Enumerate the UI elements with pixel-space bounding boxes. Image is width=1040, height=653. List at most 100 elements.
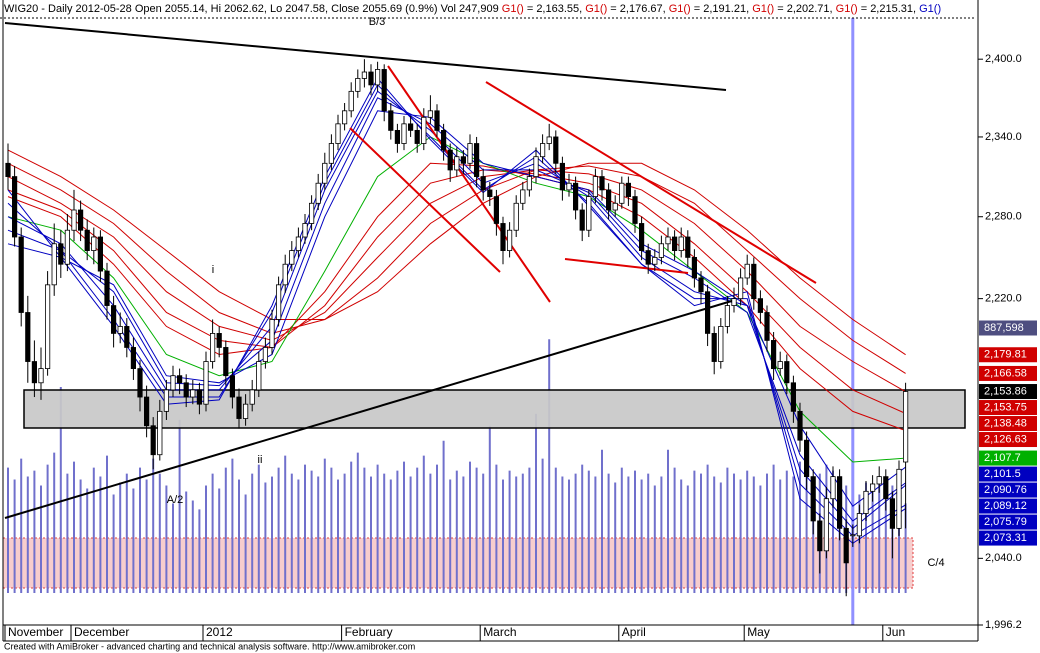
candle-body [71,209,77,231]
value-label: 2,101.5 [984,468,1021,480]
title: WIG20 - Daily 2012-05-28 Open 2055.14, H… [4,3,941,15]
value-label-box [979,450,1037,466]
candle-body [58,243,64,265]
candle-body [546,136,552,144]
candle-body [751,263,757,300]
candle-body [493,196,500,224]
candle-body [289,250,295,265]
candle-body [639,223,645,251]
candle-body [592,176,599,197]
candle-body [104,270,110,306]
candle-body [209,333,216,362]
trendlines [4,22,817,519]
footer: Created with AmiBroker - advanced charti… [4,641,415,651]
candle-body [506,229,513,251]
trendline [349,127,501,273]
candle-body [685,236,691,258]
annotation: C/4 [927,557,944,569]
candle-body [513,202,519,231]
candle-body [606,189,612,211]
candle-body [870,483,876,492]
candle-body [705,291,711,334]
trendline [564,258,689,274]
candle-body [586,196,592,231]
candle-body [731,298,737,306]
candle-body [652,257,658,265]
candle-body [467,143,473,164]
candle-body [744,263,750,279]
candle-body [850,534,856,537]
title-part: G1() [919,3,941,15]
candle-body [190,389,196,398]
x-tick-label: Jun [886,625,905,639]
candle-body [124,326,130,348]
candle-body [414,129,420,144]
title-part: G1() [836,3,858,15]
candle-body [526,176,533,191]
candle-body [315,182,321,204]
value-label-box [979,466,1037,482]
candle-body [25,312,31,362]
candle-body [678,236,684,251]
candle-body [269,319,275,348]
candle-body [11,176,18,238]
candle-body [797,410,803,441]
y-tick-label: 2,220.0 [985,293,1022,305]
candle-body [573,182,579,211]
candle-body [361,71,368,79]
y-tick-label: 2,340.0 [985,131,1022,143]
value-label-box [979,347,1037,363]
moving-average [7,149,906,356]
candle-body [903,391,909,463]
candle-body [388,110,394,131]
value-label: 2,107.7 [984,452,1021,464]
candle-body [698,277,704,293]
candle-body [559,162,566,191]
title-part: G1() [669,3,691,15]
candle-body [889,498,896,529]
candle-body [540,143,546,158]
value-label: 2,138.48 [984,417,1027,429]
candle-body [157,410,163,456]
value-label: 2,126.63 [984,433,1027,445]
moving-average [7,162,906,374]
candle-body [275,284,282,320]
x-tick-label: February [345,625,393,639]
candle-body [348,90,354,112]
candle-body [137,368,143,398]
candle-body [5,162,11,177]
candle-body [302,223,308,238]
title-part: G1() [502,3,524,15]
candle-body [242,403,249,419]
candle-body [632,196,638,224]
candle-body [143,396,150,427]
candle-body [790,382,797,412]
value-label-box [979,400,1037,416]
x-tick-label: May [747,625,770,639]
y-tick-label: 2,280.0 [985,211,1022,223]
y-tick-label: 1,996.2 [985,619,1022,631]
candle-body [18,236,24,313]
value-label-box [979,416,1037,432]
candle-body [183,382,189,398]
moving-average [7,97,906,522]
candle-body [84,229,90,251]
candle-body [553,136,559,164]
candle-body [724,305,731,327]
candle-body [837,476,843,529]
candle-body [401,123,407,144]
candle-body [817,520,823,552]
candle-body [579,209,585,231]
candle-body [645,250,651,265]
trendline [4,22,727,91]
candle-body [355,78,361,92]
candle-body [843,527,849,564]
candle-body [38,368,44,384]
candle-body [625,182,632,197]
candle-body [176,375,183,384]
candle-body [111,305,117,334]
candle-body [64,229,70,265]
candle-body [810,476,816,522]
